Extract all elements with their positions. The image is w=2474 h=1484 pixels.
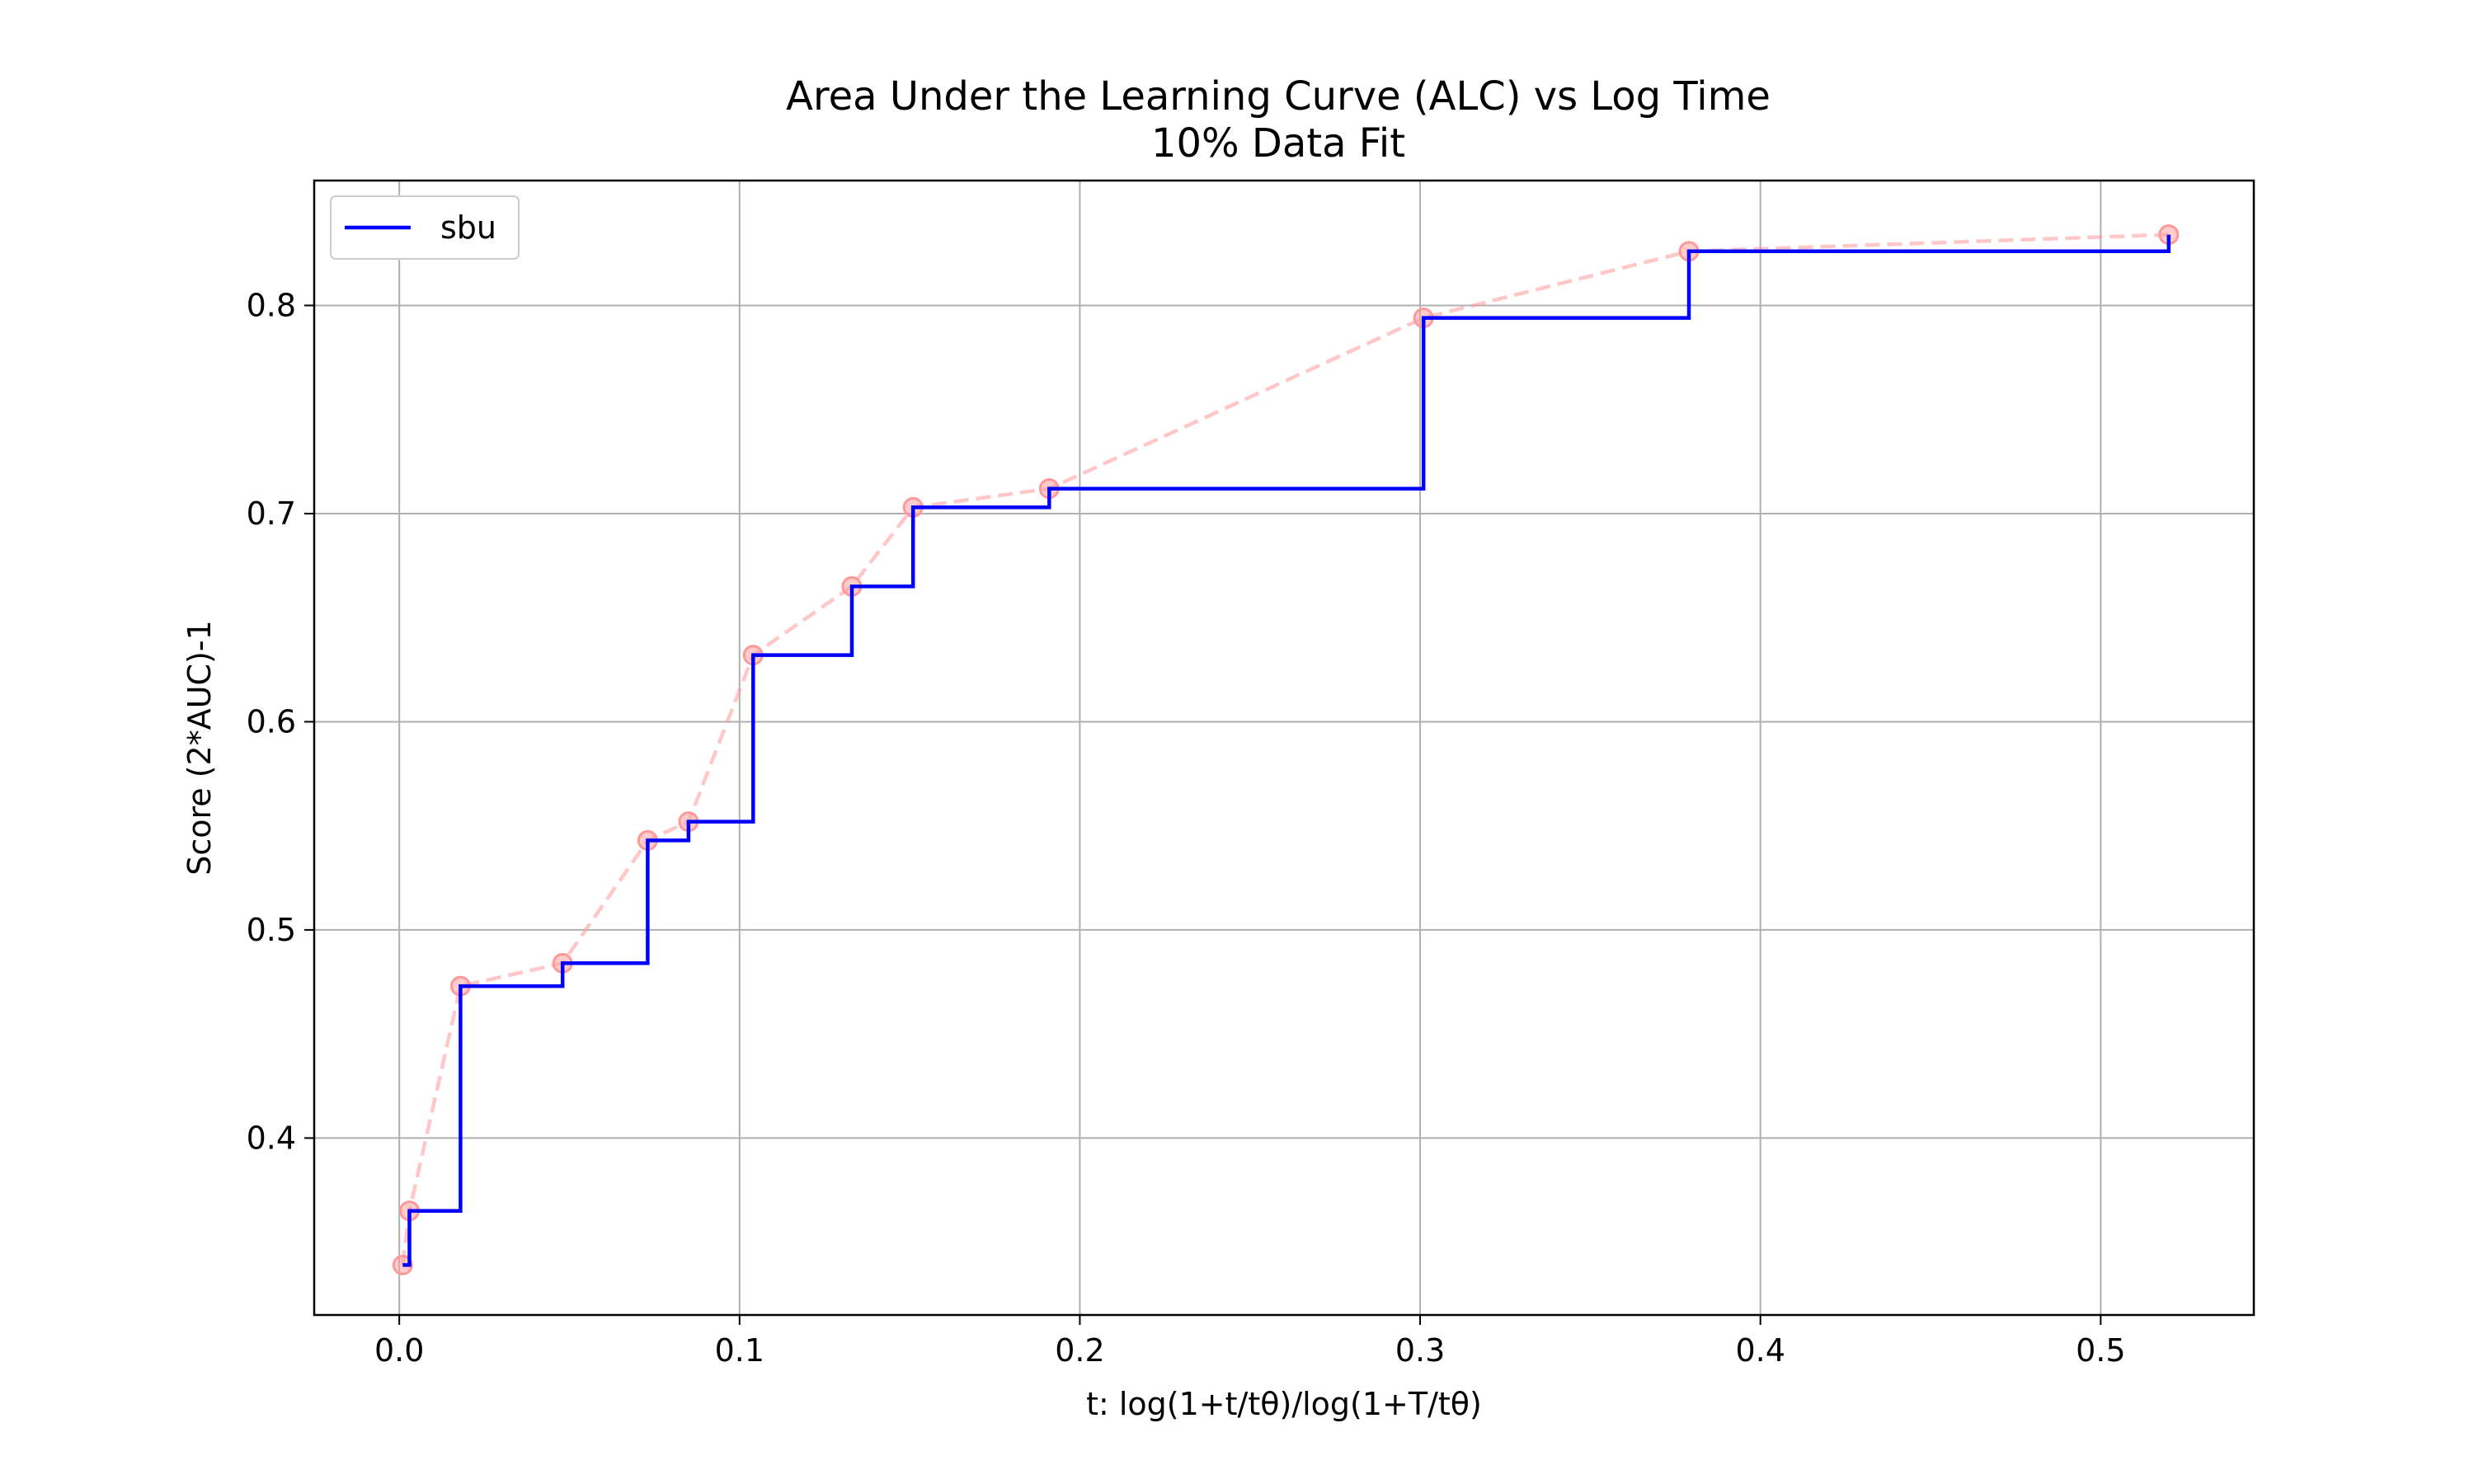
x-tick-label: 0.1: [715, 1332, 764, 1369]
y-tick-label: 0.7: [247, 495, 296, 532]
x-tick-label: 0.2: [1055, 1332, 1104, 1369]
series-group: [392, 224, 2180, 1275]
x-tick-label: 0.5: [2076, 1332, 2125, 1369]
reference-point: [392, 1254, 413, 1275]
series-layer: [392, 224, 2180, 1275]
grid-lines: [314, 181, 2254, 1315]
y-tick-label: 0.6: [247, 703, 296, 740]
legend-box: [330, 195, 520, 260]
y-tick-label: 0.8: [247, 287, 296, 323]
y-tick-label: 0.5: [247, 912, 296, 948]
x-tick-label: 0.0: [374, 1332, 424, 1369]
x-tick-label: 0.4: [1735, 1332, 1785, 1369]
legend: sbu: [330, 195, 520, 260]
chart-title: Area Under the Learning Curve (ALC) vs L…: [786, 73, 1771, 120]
x-axis-label: t: log(1+t/tθ)/log(1+T/tθ): [1086, 1386, 1482, 1422]
x-tick-label: 0.3: [1395, 1332, 1445, 1369]
chart-subtitle: 10% Data Fit: [1151, 120, 1405, 167]
y-tick-label: 0.4: [247, 1120, 296, 1156]
plot-frame: [313, 179, 2255, 1317]
axis-ticks: 0.0 0.1 0.2 0.3 0.4 0.5 0.4 0.5 0.6 0.7 0.8: [247, 287, 2126, 1369]
series-line-sbu: [402, 234, 2171, 1267]
legend-label-sbu: sbu: [440, 209, 496, 246]
y-axis-label: Score (2*AUC)-1: [181, 620, 218, 876]
